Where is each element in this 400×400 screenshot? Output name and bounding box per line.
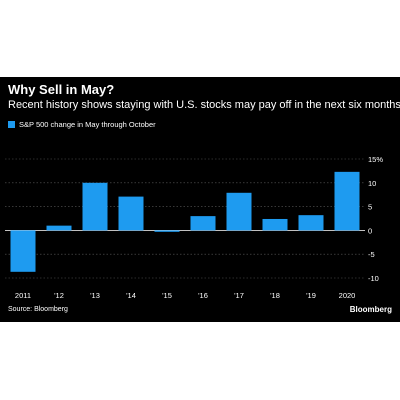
bar-14 <box>118 196 144 231</box>
bar-17 <box>226 192 252 231</box>
y-tick-label: 15% <box>368 155 383 164</box>
bar-2011 <box>10 230 36 272</box>
x-tick-label: '13 <box>90 291 100 300</box>
bar-15 <box>154 230 180 232</box>
chart-panel: Why Sell in May? Recent history shows st… <box>0 77 400 322</box>
y-tick-label: 0 <box>368 226 372 235</box>
x-tick-label: '19 <box>306 291 316 300</box>
x-tick-label: 2020 <box>339 291 356 300</box>
x-tick-label: '15 <box>162 291 172 300</box>
bar-19 <box>298 215 324 231</box>
y-tick-label: -10 <box>368 274 379 283</box>
bar-18 <box>262 218 288 231</box>
x-tick-label: '17 <box>234 291 244 300</box>
bar-2020 <box>334 171 360 231</box>
y-tick-label: 5 <box>368 203 372 212</box>
source-note: Source: Bloomberg <box>8 306 68 313</box>
bar-12 <box>46 225 72 231</box>
x-tick-label: 2011 <box>15 291 31 300</box>
legend-swatch <box>8 121 15 128</box>
chart-title: Why Sell in May? <box>8 82 115 97</box>
x-tick-label: '14 <box>126 291 136 300</box>
chart-legend: S&P 500 change in May through October <box>8 120 156 129</box>
bar-13 <box>82 182 108 231</box>
bar-chart: 15% 10 5 0 -5 -10 2011 '12 '13 '14 '15 '16 '17 '18 '19… <box>5 155 383 300</box>
legend-label: S&P 500 change in May through October <box>19 120 156 129</box>
chart-subtitle: Recent history shows staying with U.S. s… <box>8 99 400 111</box>
y-tick-label: 10 <box>368 179 376 188</box>
bar-16 <box>190 216 216 231</box>
x-tick-label: '16 <box>198 291 208 300</box>
x-tick-label: '12 <box>54 291 64 300</box>
y-tick-label: -5 <box>368 250 375 259</box>
x-tick-label: '18 <box>270 291 280 300</box>
brand-logo: Bloomberg <box>349 305 392 314</box>
